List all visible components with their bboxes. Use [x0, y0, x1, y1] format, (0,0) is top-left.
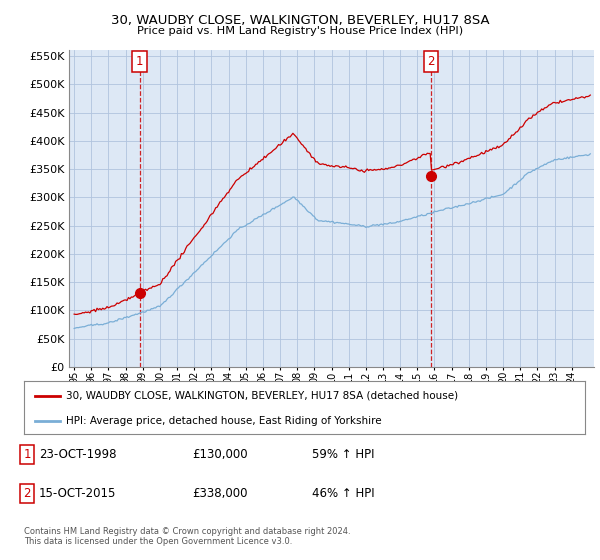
Text: £130,000: £130,000: [192, 448, 248, 461]
Text: 15-OCT-2015: 15-OCT-2015: [39, 487, 116, 500]
Text: 1: 1: [136, 55, 143, 68]
Text: 23-OCT-1998: 23-OCT-1998: [39, 448, 116, 461]
Text: Contains HM Land Registry data © Crown copyright and database right 2024.
This d: Contains HM Land Registry data © Crown c…: [24, 526, 350, 546]
Text: 30, WAUDBY CLOSE, WALKINGTON, BEVERLEY, HU17 8SA: 30, WAUDBY CLOSE, WALKINGTON, BEVERLEY, …: [110, 14, 490, 27]
Text: 46% ↑ HPI: 46% ↑ HPI: [312, 487, 374, 500]
Text: £338,000: £338,000: [192, 487, 248, 500]
Text: 1: 1: [23, 448, 31, 461]
Text: 59% ↑ HPI: 59% ↑ HPI: [312, 448, 374, 461]
Text: 2: 2: [427, 55, 434, 68]
Text: HPI: Average price, detached house, East Riding of Yorkshire: HPI: Average price, detached house, East…: [66, 416, 382, 426]
Text: 2: 2: [23, 487, 31, 501]
Text: Price paid vs. HM Land Registry's House Price Index (HPI): Price paid vs. HM Land Registry's House …: [137, 26, 463, 36]
Text: 30, WAUDBY CLOSE, WALKINGTON, BEVERLEY, HU17 8SA (detached house): 30, WAUDBY CLOSE, WALKINGTON, BEVERLEY, …: [66, 391, 458, 401]
